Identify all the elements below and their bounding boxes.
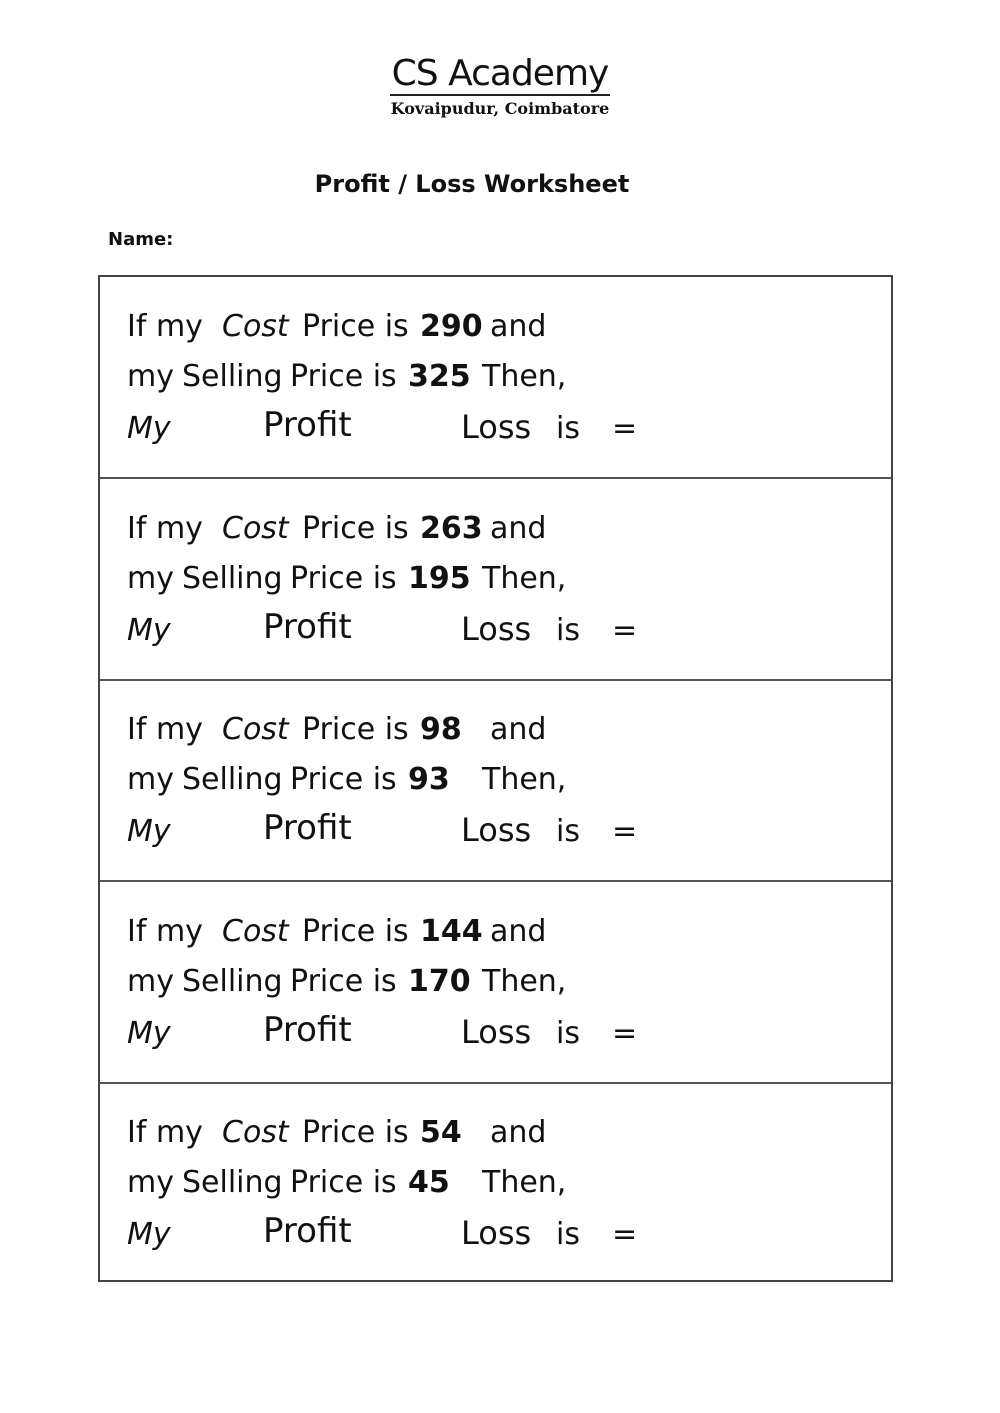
- text-my-cap: My: [127, 612, 171, 648]
- question-row: If my Cost Price is 144 and my Selling P…: [100, 882, 891, 1084]
- text-equals: =: [612, 411, 638, 446]
- text-my-cap: My: [127, 1217, 171, 1252]
- cost-price-value: 263: [420, 510, 483, 546]
- text-cost: Cost: [222, 510, 289, 546]
- question-row: If my Cost Price is 290 and my Selling P…: [100, 277, 891, 479]
- brand-logo: CS Academy: [0, 54, 1000, 96]
- questions-table: If my Cost Price is 290 and my Selling P…: [98, 275, 893, 1282]
- text-my: my: [127, 762, 174, 797]
- text-is: is: [556, 1217, 580, 1252]
- text-my: my: [127, 560, 174, 596]
- text-profit: Profit: [263, 606, 352, 647]
- text-equals: =: [612, 1217, 638, 1252]
- cost-price-value: 144: [420, 913, 483, 949]
- text-is: is: [556, 814, 580, 849]
- text-equals: =: [612, 814, 638, 849]
- text-cost: Cost: [222, 309, 289, 344]
- selling-price-value: 170: [408, 963, 471, 999]
- text-equals: =: [612, 612, 638, 648]
- text-loss: Loss: [461, 811, 532, 849]
- selling-price-value: 93: [408, 762, 450, 797]
- text-price-is: Price is: [290, 359, 397, 394]
- text-selling: Selling: [182, 762, 283, 797]
- text-cost: Cost: [222, 1115, 289, 1150]
- text-if-my: If my: [127, 712, 203, 747]
- text-and: and: [490, 913, 547, 949]
- brand-name: CS Academy: [389, 53, 611, 96]
- text-price-is: Price is: [302, 712, 409, 747]
- text-cost: Cost: [222, 913, 289, 949]
- text-if-my: If my: [127, 510, 203, 546]
- text-is: is: [556, 411, 580, 446]
- brand-location: Kovaipudur, Coimbatore: [390, 99, 610, 118]
- text-selling: Selling: [182, 963, 283, 999]
- text-profit: Profit: [263, 1009, 352, 1050]
- text-profit: Profit: [263, 808, 352, 848]
- text-if-my: If my: [127, 309, 203, 344]
- text-then: Then,: [482, 560, 567, 596]
- text-selling: Selling: [182, 359, 283, 394]
- text-is: is: [556, 612, 580, 648]
- text-my-cap: My: [127, 814, 171, 849]
- text-equals: =: [612, 1015, 638, 1051]
- selling-price-value: 325: [408, 359, 471, 394]
- text-profit: Profit: [263, 1211, 352, 1251]
- text-is: is: [556, 1015, 580, 1051]
- selling-price-value: 45: [408, 1165, 450, 1200]
- text-price-is: Price is: [290, 963, 397, 999]
- text-if-my: If my: [127, 1115, 203, 1150]
- text-my: my: [127, 963, 174, 999]
- text-and: and: [490, 1115, 547, 1150]
- page-title: Profit / Loss Worksheet: [314, 170, 630, 198]
- text-profit: Profit: [263, 405, 352, 445]
- text-my: my: [127, 359, 174, 394]
- selling-price-value: 195: [408, 560, 471, 596]
- text-price-is: Price is: [302, 510, 409, 546]
- text-loss: Loss: [461, 609, 532, 648]
- text-my-cap: My: [127, 1015, 171, 1051]
- cost-price-value: 54: [420, 1115, 462, 1150]
- text-then: Then,: [482, 963, 567, 999]
- text-my: my: [127, 1165, 174, 1200]
- text-and: and: [490, 309, 547, 344]
- name-label: Name:: [108, 229, 174, 250]
- cost-price-value: 98: [420, 712, 462, 747]
- question-row: If my Cost Price is 98 and my Selling Pr…: [100, 680, 891, 882]
- text-and: and: [490, 510, 547, 546]
- text-and: and: [490, 712, 547, 747]
- text-price-is: Price is: [290, 1165, 397, 1200]
- text-then: Then,: [482, 762, 567, 797]
- question-row: If my Cost Price is 54 and my Selling Pr…: [100, 1083, 891, 1285]
- text-price-is: Price is: [302, 309, 409, 344]
- text-price-is: Price is: [302, 1115, 409, 1150]
- cost-price-value: 290: [420, 309, 483, 344]
- text-then: Then,: [482, 1165, 567, 1200]
- text-price-is: Price is: [290, 762, 397, 797]
- question-row: If my Cost Price is 263 and my Selling P…: [100, 479, 891, 681]
- text-my-cap: My: [127, 411, 171, 446]
- text-cost: Cost: [222, 712, 289, 747]
- text-then: Then,: [482, 359, 567, 394]
- text-price-is: Price is: [302, 913, 409, 949]
- text-loss: Loss: [461, 1214, 532, 1252]
- text-selling: Selling: [182, 560, 283, 596]
- text-if-my: If my: [127, 913, 203, 949]
- text-selling: Selling: [182, 1165, 283, 1200]
- text-loss: Loss: [461, 408, 532, 446]
- text-loss: Loss: [461, 1012, 532, 1051]
- text-price-is: Price is: [290, 560, 397, 596]
